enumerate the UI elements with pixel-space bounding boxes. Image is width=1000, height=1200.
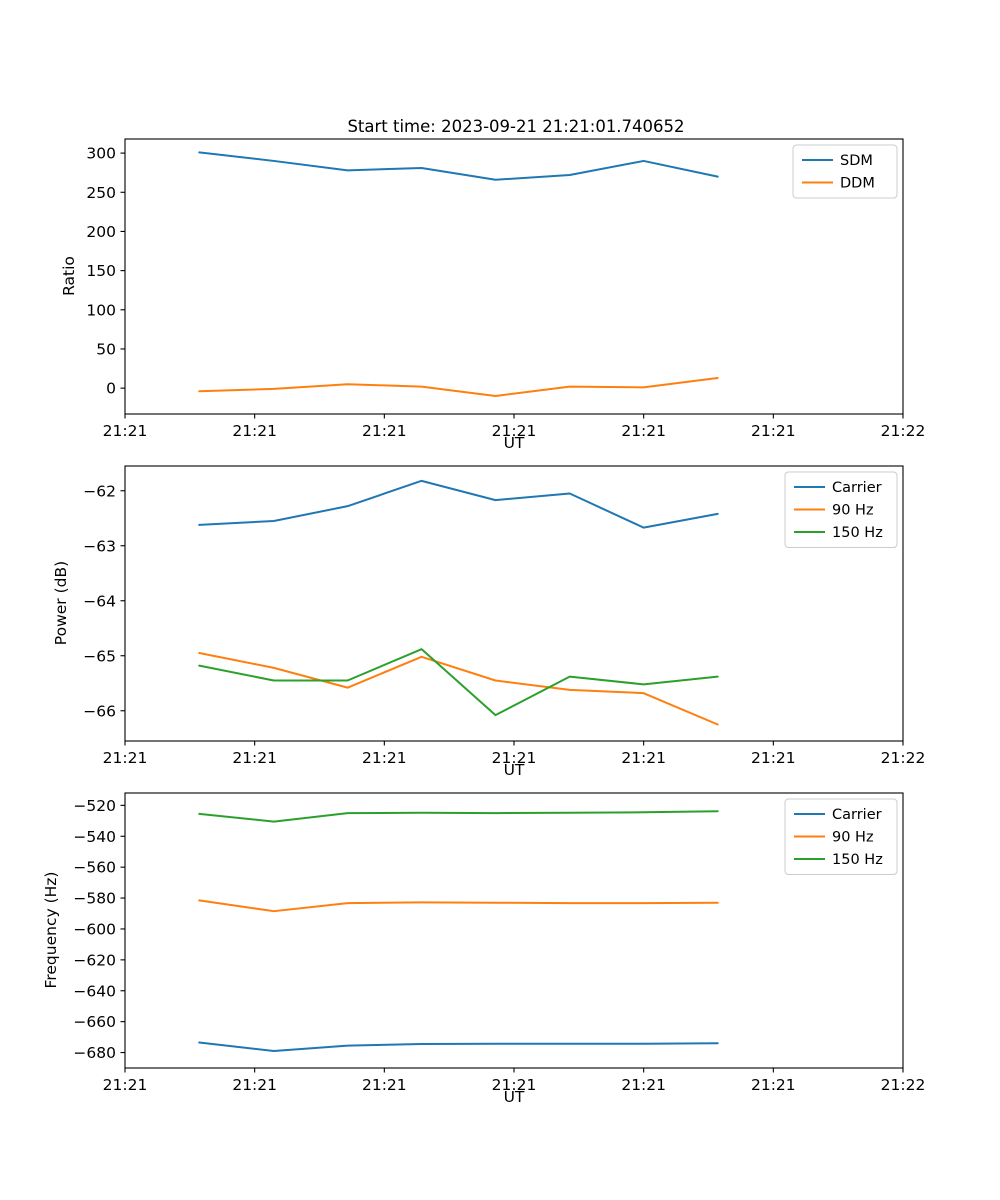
data-line-ddm [198, 376, 719, 397]
xaxis-label-middle: UT [504, 761, 525, 779]
legend-label-150-hz: 150 Hz [832, 852, 883, 868]
legend-label-90-hz: 90 Hz [832, 503, 874, 519]
xtick-label: 21:21 [232, 749, 277, 767]
legend-label-ddm: DDM [840, 176, 875, 192]
yaxis-label-bottom: Frequency (Hz) [42, 872, 60, 989]
data-line-90-hz [198, 899, 719, 913]
ytick-label: −65 [83, 647, 116, 665]
legend-label-90-hz: 90 Hz [832, 830, 874, 846]
ytick-label: −540 [73, 828, 116, 846]
xtick-label: 21:22 [881, 422, 926, 440]
ytick-label: 150 [86, 262, 116, 280]
data-lines-middle [198, 479, 719, 726]
xtick-label: 21:21 [103, 749, 148, 767]
data-line-carrier [198, 479, 719, 529]
ytick-label: −560 [73, 859, 116, 877]
yaxis-label-top: Ratio [60, 256, 78, 296]
legend-frame [784, 471, 898, 548]
xtick-label: 21:21 [751, 1076, 796, 1094]
xtick-label: 21:21 [362, 422, 407, 440]
xtick-label: 21:21 [621, 422, 666, 440]
data-line-sdm [198, 151, 719, 181]
xtick-label: 21:21 [362, 1076, 407, 1094]
ytick-label: −63 [83, 537, 116, 555]
xtick-label: 21:21 [232, 1076, 277, 1094]
xtick-label: 21:22 [881, 749, 926, 767]
legend-frame [792, 144, 898, 199]
axis-ticks-bottom: 21:21 21:21 21:21 21:21 21:21 21:21 21:22 −520 −… [73, 797, 925, 1094]
xtick-label: 21:21 [362, 749, 407, 767]
xaxis-label-bottom: UT [504, 1088, 525, 1106]
panel-ratio: 21:21 21:21 21:21 21:21 21:21 21:21 21:22 0 50 10… [60, 138, 925, 452]
xtick-label: 21:21 [232, 422, 277, 440]
xtick-label: 21:21 [492, 749, 537, 767]
axis-ticks-middle: 21:21 21:21 21:21 21:21 21:21 21:21 21:22 −62 −6… [83, 482, 925, 767]
legend-middle[interactable]: Carrier 90 Hz 150 Hz [784, 471, 898, 548]
legend-top[interactable]: SDM DDM [792, 144, 898, 199]
legend-frame [784, 798, 898, 875]
figure-title: Start time: 2023-09-21 21:21:01.740652 [347, 117, 684, 136]
legend-label-sdm: SDM [840, 153, 873, 169]
axes-frame-top [124, 138, 904, 415]
xtick-label: 21:21 [751, 422, 796, 440]
ytick-label: −600 [73, 920, 116, 938]
legend-label-carrier: Carrier [832, 807, 882, 823]
ytick-label: 0 [106, 380, 116, 398]
ytick-label: −64 [83, 592, 116, 610]
yaxis-label-middle: Power (dB) [52, 561, 70, 645]
xtick-label: 21:21 [492, 1076, 537, 1094]
data-lines-top [198, 151, 719, 397]
panel-power: 21:21 21:21 21:21 21:21 21:21 21:21 21:22 −62 −6… [52, 465, 925, 779]
xtick-label: 21:21 [492, 422, 537, 440]
xtick-label: 21:22 [881, 1076, 926, 1094]
data-lines-bottom [198, 810, 719, 1053]
ytick-label: −640 [73, 982, 116, 1000]
xaxis-label-top: UT [504, 434, 525, 452]
panel-frequency: 21:21 21:21 21:21 21:21 21:21 21:21 21:22 −520 −… [42, 792, 925, 1106]
xtick-label: 21:21 [751, 749, 796, 767]
data-line-150-hz [198, 810, 719, 823]
ytick-label: 100 [86, 301, 116, 319]
ytick-label: 200 [86, 223, 116, 241]
ytick-label: −520 [73, 797, 116, 815]
data-line-90-hz [198, 652, 719, 726]
legend-label-carrier: Carrier [832, 480, 882, 496]
ytick-label: −620 [73, 951, 116, 969]
legend-bottom[interactable]: Carrier 90 Hz 150 Hz [784, 798, 898, 875]
xtick-label: 21:21 [103, 1076, 148, 1094]
xtick-label: 21:21 [621, 749, 666, 767]
axis-ticks-top: 21:21 21:21 21:21 21:21 21:21 21:21 21:22 0 50 10… [86, 145, 925, 440]
xtick-label: 21:21 [621, 1076, 666, 1094]
ytick-label: 250 [86, 184, 116, 202]
legend-label-150-hz: 150 Hz [832, 525, 883, 541]
data-line-carrier [198, 1041, 719, 1053]
ytick-label: −660 [73, 1013, 116, 1031]
ytick-label: 300 [86, 145, 116, 163]
ytick-label: −580 [73, 890, 116, 908]
ytick-label: 50 [96, 340, 116, 358]
ytick-label: −680 [73, 1044, 116, 1062]
xtick-label: 21:21 [103, 422, 148, 440]
data-line-150-hz [198, 648, 719, 717]
ytick-label: −62 [83, 482, 116, 500]
ytick-label: −66 [83, 702, 116, 720]
